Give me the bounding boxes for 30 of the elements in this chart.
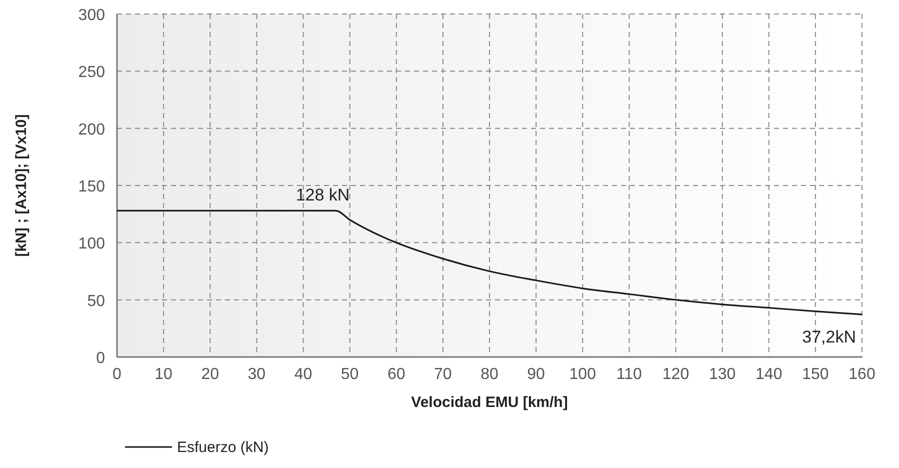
- annotation: 37,2kN: [802, 327, 856, 346]
- line-series: [116, 210, 863, 316]
- x-tick-label: 110: [616, 366, 642, 383]
- x-tick-label: 130: [708, 366, 736, 383]
- x-tick-label: 120: [662, 366, 690, 383]
- y-tick-label: 250: [78, 64, 106, 82]
- y-tick-label: 300: [78, 7, 106, 24]
- x-tick-label: 100: [569, 366, 596, 383]
- x-tick-label: 150: [802, 366, 829, 383]
- annotation: 128 kN: [296, 186, 350, 205]
- x-tick-label: 0: [112, 366, 122, 383]
- x-tick-label: 20: [201, 366, 220, 383]
- x-tick-label: 80: [480, 366, 498, 383]
- x-tick-label: 90: [527, 366, 546, 383]
- y-tick-label: 0: [96, 350, 106, 367]
- x-tick-label: 140: [756, 366, 782, 383]
- x-tick-label: 50: [340, 366, 359, 383]
- legend-label: Esfuerzo (kN): [177, 439, 269, 456]
- x-tick-label: 10: [154, 366, 173, 383]
- x-tick-label: 40: [294, 366, 312, 383]
- x-tick-label: 30: [248, 366, 266, 383]
- x-tick-label: 160: [848, 366, 876, 383]
- y-tick-label: 100: [78, 236, 106, 253]
- x-tick-label: 60: [387, 366, 406, 383]
- y-axis-title: [kN] ; [Ax10]; [Vx10]: [13, 114, 30, 257]
- x-tick-label: 70: [434, 366, 452, 383]
- y-tick-label: 150: [78, 178, 106, 196]
- y-tick-label: 200: [78, 121, 106, 138]
- x-axis-title: Velocidad EMU [km/h]: [411, 394, 568, 411]
- y-tick-label: 50: [87, 292, 106, 310]
